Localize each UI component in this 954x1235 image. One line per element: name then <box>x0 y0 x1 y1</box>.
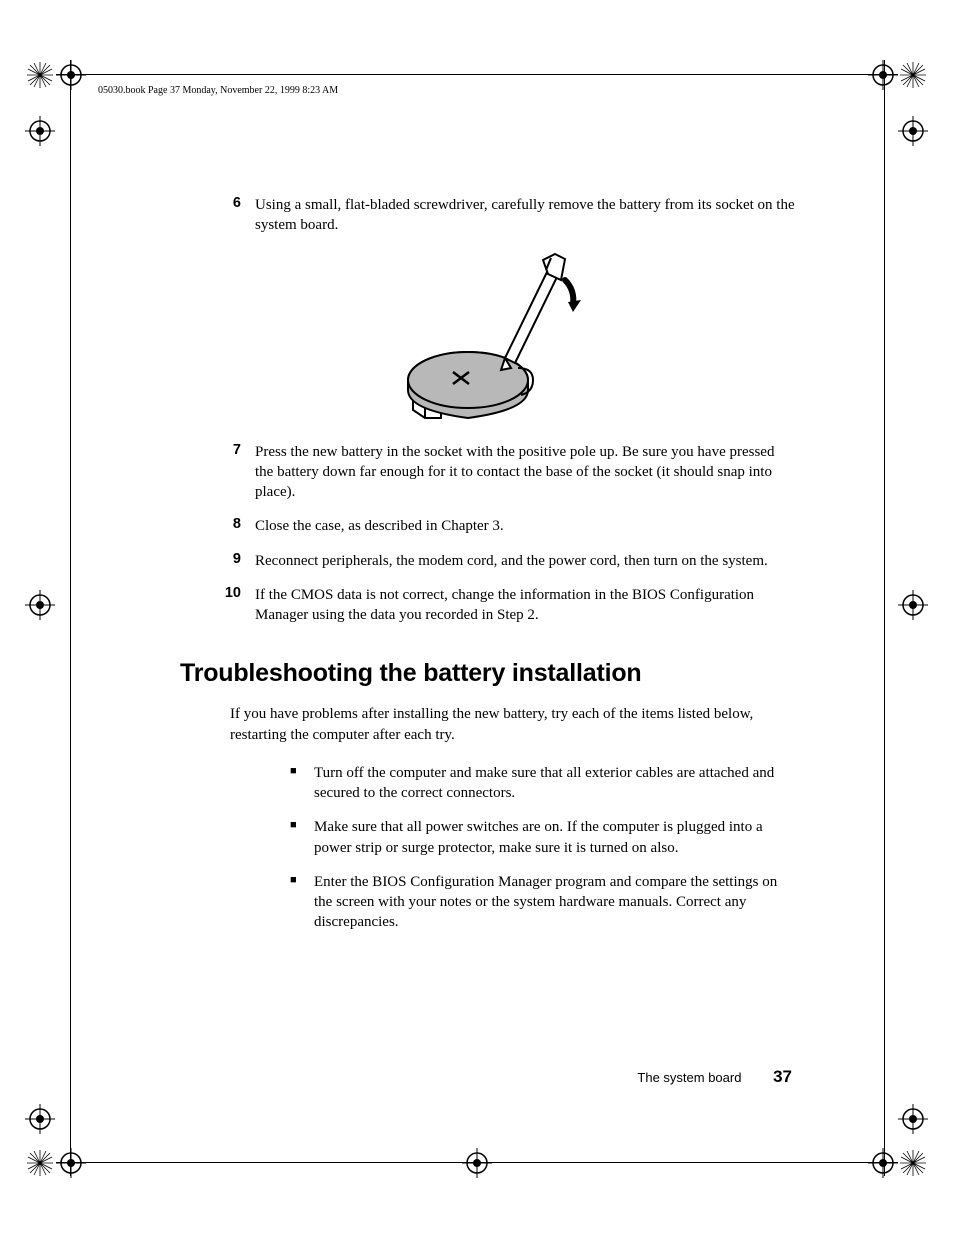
cropmark-corner-bottom-right <box>898 1148 928 1178</box>
cropmark-inner-bottom-right <box>868 1148 898 1178</box>
step-text: Press the new battery in the socket with… <box>255 442 796 503</box>
registration-mark-bottom-right <box>898 1104 928 1134</box>
registration-mark-mid-bottom <box>462 1148 492 1178</box>
step-9: 9 Reconnect peripherals, the modem cord,… <box>180 551 796 571</box>
step-text: Close the case, as described in Chapter … <box>255 516 504 536</box>
footer-label: The system board <box>637 1070 741 1085</box>
bullet-text: Make sure that all power switches are on… <box>314 817 796 858</box>
step-text: Using a small, flat-bladed screwdriver, … <box>255 195 796 236</box>
page-footer: The system board 37 <box>637 1067 792 1087</box>
registration-mark-top-right <box>898 116 928 146</box>
registration-mark-top-left <box>25 116 55 146</box>
bullet-text: Turn off the computer and make sure that… <box>314 763 796 804</box>
bullet-marker-icon: ■ <box>290 817 314 858</box>
step-number: 10 <box>180 585 255 626</box>
step-number: 8 <box>180 516 255 536</box>
bullet-item: ■ Enter the BIOS Configuration Manager p… <box>290 872 796 933</box>
step-number: 9 <box>180 551 255 571</box>
cropmark-inner-bottom-left <box>56 1148 86 1178</box>
bullet-item: ■ Turn off the computer and make sure th… <box>290 763 796 804</box>
cropmark-inner-top-left <box>56 60 86 90</box>
cropmark-right-line <box>884 60 885 1176</box>
step-10: 10 If the CMOS data is not correct, chan… <box>180 585 796 626</box>
step-text: If the CMOS data is not correct, change … <box>255 585 796 626</box>
step-6: 6 Using a small, flat-bladed screwdriver… <box>180 195 796 236</box>
step-text: Reconnect peripherals, the modem cord, a… <box>255 551 768 571</box>
battery-figure <box>180 250 796 430</box>
cropmark-corner-top-left <box>25 60 55 90</box>
cropmark-corner-bottom-left <box>25 1148 55 1178</box>
cropmark-inner-top-right <box>868 60 898 90</box>
section-intro: If you have problems after installing th… <box>230 704 796 745</box>
page-content: 6 Using a small, flat-bladed screwdriver… <box>180 195 796 947</box>
step-8: 8 Close the case, as described in Chapte… <box>180 516 796 536</box>
step-number: 7 <box>180 442 255 503</box>
page-number: 37 <box>773 1067 792 1086</box>
step-number: 6 <box>180 195 255 236</box>
step-7: 7 Press the new battery in the socket wi… <box>180 442 796 503</box>
bullet-marker-icon: ■ <box>290 872 314 933</box>
cropmark-corner-top-right <box>898 60 928 90</box>
registration-mark-mid-left <box>25 590 55 620</box>
registration-mark-bottom-left <box>25 1104 55 1134</box>
bullet-item: ■ Make sure that all power switches are … <box>290 817 796 858</box>
bullet-marker-icon: ■ <box>290 763 314 804</box>
cropmark-left-line <box>70 60 71 1176</box>
cropmark-top-line <box>56 74 898 75</box>
section-heading: Troubleshooting the battery installation <box>180 659 796 688</box>
registration-mark-mid-right <box>898 590 928 620</box>
bullet-text: Enter the BIOS Configuration Manager pro… <box>314 872 796 933</box>
running-header: 05030.book Page 37 Monday, November 22, … <box>98 85 338 96</box>
